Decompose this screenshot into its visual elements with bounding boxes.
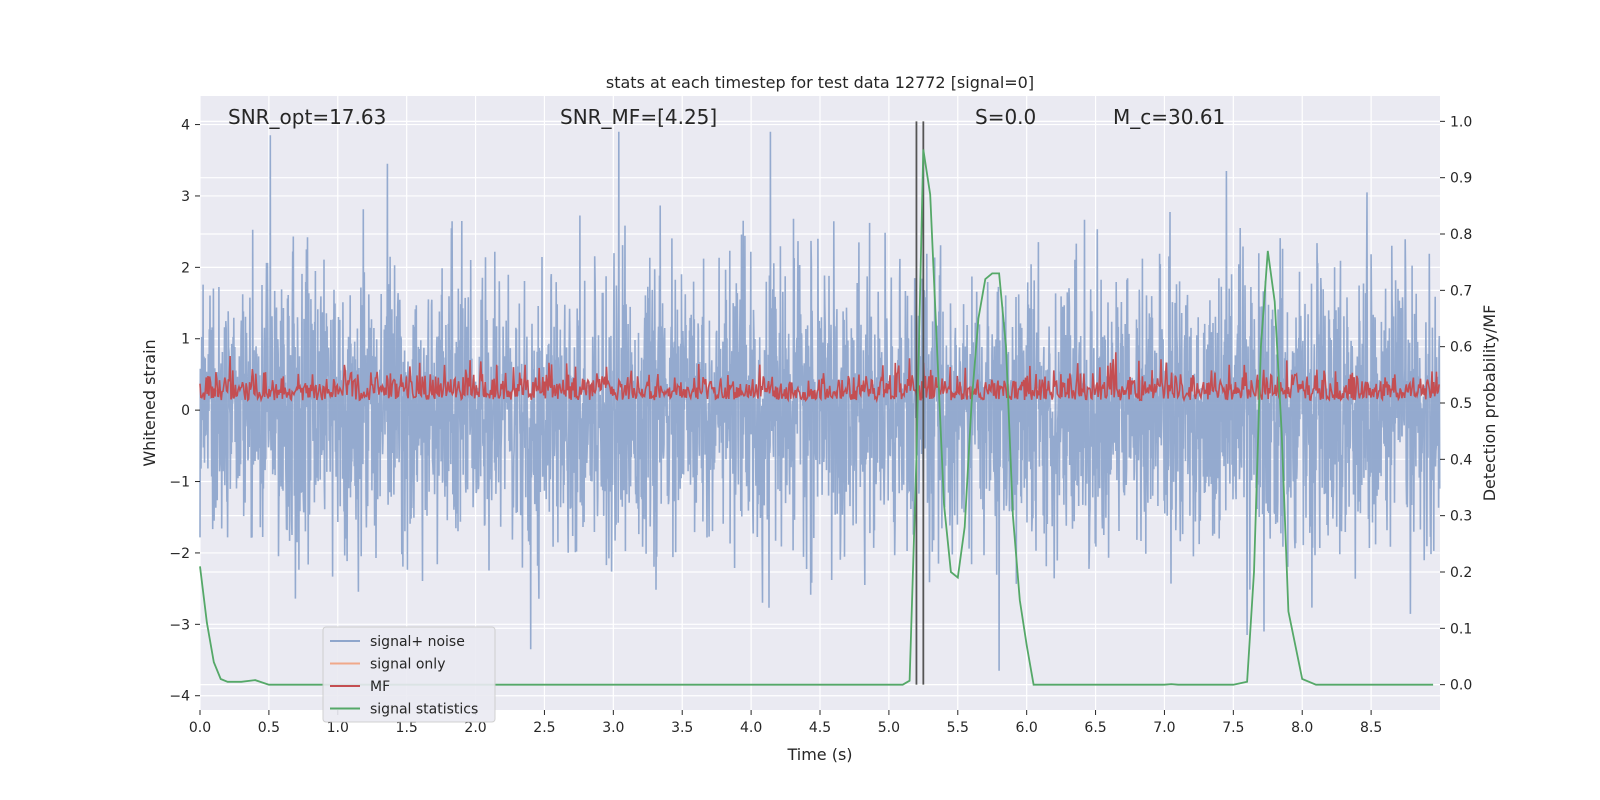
left-y-tick-label: −4 xyxy=(169,689,190,705)
x-tick-label: 4.0 xyxy=(740,720,762,736)
x-tick-label: 7.0 xyxy=(1153,720,1175,736)
left-y-tick-label: 4 xyxy=(181,118,190,134)
right-y-tick-label: 0.7 xyxy=(1450,283,1472,299)
vertical-markers xyxy=(915,121,925,685)
right-y-tick-label: 1.0 xyxy=(1450,114,1472,130)
x-tick-label: 4.5 xyxy=(809,720,831,736)
x-axis-ticks: 0.0 0.5 1.0 1.5 2.0 2.5 3.0 3.5 4.0 4.5 5.0 5.5 6.0 6… xyxy=(189,710,1382,736)
right-y-tick-label: 0.1 xyxy=(1450,621,1472,637)
annotations: SNR_opt=17.63 SNR_MF=[4.25] S=0.0 M_c=30.61 xyxy=(228,105,1225,129)
right-y-tick-label: 0.9 xyxy=(1450,171,1472,187)
x-tick-label: 3.5 xyxy=(671,720,693,736)
annotation-s-value: S=0.0 xyxy=(975,105,1036,129)
x-tick-label: 6.0 xyxy=(1016,720,1038,736)
x-tick-label: 6.5 xyxy=(1084,720,1106,736)
chart-title: stats at each timestep for test data 127… xyxy=(606,73,1034,92)
legend-label: signal statistics xyxy=(370,702,478,718)
mf-series xyxy=(199,352,1440,404)
left-y-tick-label: 1 xyxy=(181,332,190,348)
x-tick-label: 8.5 xyxy=(1360,720,1382,736)
right-y-tick-label: 0.2 xyxy=(1450,565,1472,581)
legend: signal+ noise signal only MF signal statist… xyxy=(322,626,496,723)
annotation-mc-value: M_c=30.61 xyxy=(1113,105,1225,129)
right-y-axis-label: Detection probability/MF xyxy=(1480,305,1499,502)
x-tick-label: 8.0 xyxy=(1291,720,1313,736)
right-y-tick-label: 0.4 xyxy=(1450,452,1472,468)
right-y-axis-ticks: 1.0 0.9 0.8 0.7 0.6 0.5 0.4 0.3 0.2 0.1 0.0 xyxy=(1440,114,1472,694)
left-y-axis-ticks: 4 3 2 1 0 −1 −2 −3 −4 xyxy=(169,118,200,705)
legend-label: signal only xyxy=(370,657,445,673)
x-tick-label: 0.5 xyxy=(258,720,280,736)
x-tick-label: 3.0 xyxy=(602,720,624,736)
right-y-tick-label: 0.5 xyxy=(1450,396,1472,412)
x-tick-label: 2.5 xyxy=(533,720,555,736)
x-tick-label: 7.5 xyxy=(1222,720,1244,736)
right-y-tick-label: 0.6 xyxy=(1450,340,1472,356)
right-y-tick-label: 0.3 xyxy=(1450,509,1472,525)
x-tick-label: 1.0 xyxy=(327,720,349,736)
x-tick-label: 1.5 xyxy=(396,720,418,736)
x-tick-label: 5.5 xyxy=(947,720,969,736)
left-y-tick-label: 0 xyxy=(181,403,190,419)
left-y-tick-label: 3 xyxy=(181,189,190,205)
legend-label: MF xyxy=(370,679,390,695)
left-y-tick-label: 2 xyxy=(181,260,190,276)
left-y-axis-label: Whitened strain xyxy=(140,339,159,466)
mf-line xyxy=(199,352,1440,404)
left-y-tick-label: −1 xyxy=(169,475,190,491)
legend-label: signal+ noise xyxy=(370,634,465,650)
x-tick-label: 5.0 xyxy=(878,720,900,736)
right-y-tick-label: 0.0 xyxy=(1450,678,1472,694)
left-y-tick-label: −2 xyxy=(169,546,190,562)
x-tick-label: 0.0 xyxy=(189,720,211,736)
right-y-tick-label: 0.8 xyxy=(1450,227,1472,243)
legend-box xyxy=(322,626,496,723)
annotation-snr-opt: SNR_opt=17.63 xyxy=(228,105,386,129)
left-y-tick-label: −3 xyxy=(169,617,190,633)
x-tick-label: 2.0 xyxy=(464,720,486,736)
x-axis-label: Time (s) xyxy=(786,745,852,764)
annotation-snr-mf: SNR_MF=[4.25] xyxy=(560,105,717,129)
